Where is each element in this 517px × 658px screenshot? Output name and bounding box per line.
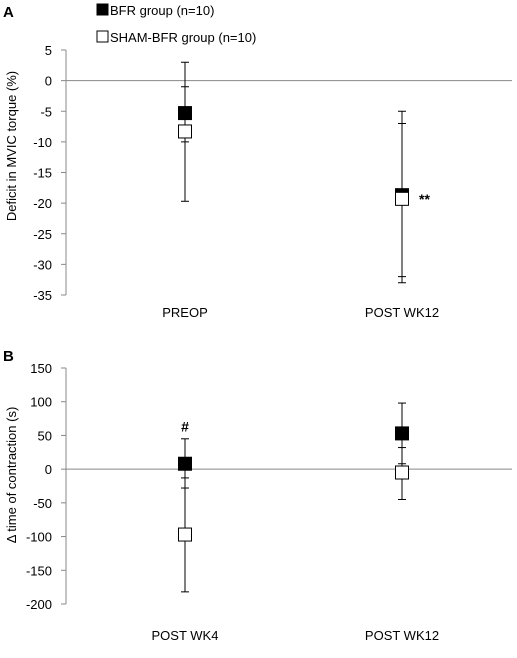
y-tick-label: -150 — [26, 563, 52, 578]
y-tick-label: -200 — [26, 597, 52, 612]
y-axis-label: Deficit in MVIC torque (%) — [4, 71, 19, 221]
y-tick-label: -10 — [33, 135, 52, 150]
y-axis-label: Δ time of contraction (s) — [4, 407, 19, 544]
data-point-sham — [395, 465, 409, 480]
category-label: POST WK4 — [152, 628, 219, 643]
data-point-sham — [395, 191, 409, 206]
legend-label-sham: SHAM-BFR group (n=10) — [110, 30, 256, 45]
panel-a: 5 0 -5 -10 -15 -20 -25 -30 -35 Deficit in MVIC to… — [4, 43, 512, 320]
y-tick-label: -25 — [33, 227, 52, 242]
y-tick-label: 100 — [30, 395, 52, 410]
y-tick-label: -100 — [26, 530, 52, 545]
data-point-bfr — [178, 456, 192, 471]
significance-annotation: # — [181, 419, 189, 435]
legend: BFR group (n=10) SHAM-BFR group (n=10) — [96, 3, 256, 45]
data-point-sham — [178, 124, 192, 139]
significance-annotation: ** — [419, 191, 430, 207]
panel-letter-b: B — [3, 348, 14, 365]
legend-filled-square-icon — [96, 3, 109, 16]
y-tick-label: -50 — [33, 496, 52, 511]
y-tick-label: -30 — [33, 257, 52, 272]
y-tick-label: 0 — [45, 462, 52, 477]
y-tick-label: 50 — [38, 428, 52, 443]
category-label: POST WK12 — [365, 628, 439, 643]
legend-label-bfr: BFR group (n=10) — [110, 3, 214, 18]
category-label: PREOP — [162, 305, 208, 320]
panel-letter-a: A — [3, 4, 14, 21]
y-tick-label: 0 — [45, 74, 52, 89]
y-tick-label: 150 — [30, 361, 52, 376]
y-tick-label: 5 — [45, 43, 52, 58]
data-point-sham — [178, 527, 192, 542]
category-label: POST WK12 — [365, 305, 439, 320]
y-tick-label: -15 — [33, 166, 52, 181]
panel-b: 150 100 50 0 -50 -100 -150 -200 Δ time of contra… — [4, 361, 512, 643]
data-point-bfr — [178, 106, 192, 121]
y-tick-label: -5 — [40, 104, 52, 119]
y-tick-label: -35 — [33, 288, 52, 303]
data-point-bfr — [395, 426, 409, 441]
legend-open-square-icon — [96, 30, 109, 43]
y-tick-label: -20 — [33, 196, 52, 211]
